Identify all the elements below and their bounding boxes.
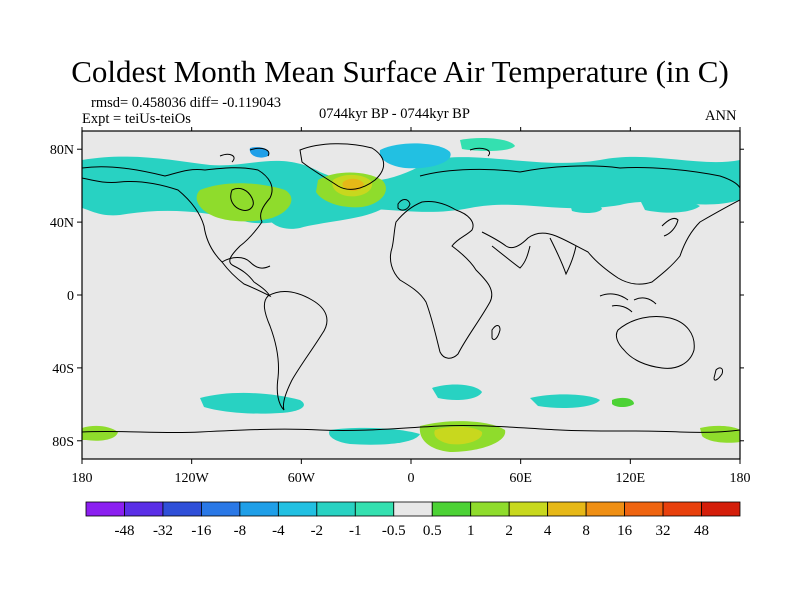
x-tick-label: 180: [730, 471, 751, 486]
colorbar-swatch: [508, 501, 549, 517]
colorbar-label: 48: [694, 523, 709, 539]
antarctica-warm-west: [82, 425, 118, 441]
colorbar-label: -0.5: [382, 523, 406, 539]
arctic-spot-b: [460, 138, 515, 151]
colorbar-swatch: [662, 501, 702, 517]
colorbar-swatch: [470, 501, 510, 517]
antarctica-warm-core: [434, 426, 483, 445]
greenland-sea-cool: [379, 143, 451, 169]
colorbar-label: 0.5: [423, 523, 442, 539]
colorbar-swatch: [124, 501, 164, 517]
colorbar-label: 4: [544, 523, 552, 539]
arctic-islands: [219, 147, 490, 163]
coastlines: [82, 143, 740, 434]
arabia-coast: [491, 245, 531, 269]
colorbar-swatch: [431, 501, 472, 517]
eurasia-coast: [419, 165, 740, 285]
colorbar-label: -1: [349, 523, 362, 539]
colorbar-swatch: [85, 501, 125, 517]
india-coast: [549, 237, 577, 276]
colorbar-swatch: [624, 501, 664, 517]
hudson-bay: [230, 187, 254, 211]
colorbar-swatch: [393, 501, 433, 517]
colorbar-swatch: [354, 501, 395, 517]
plot-title: Coldest Month Mean Surface Air Temperatu…: [71, 54, 729, 89]
colorbar-label: 16: [617, 523, 633, 539]
new-zealand-coast: [713, 367, 723, 381]
colorbar-swatch: [585, 501, 625, 517]
colorbar-label: -4: [272, 523, 285, 539]
y-tick-label: 80S: [52, 435, 74, 450]
y-tick-label: 80N: [50, 143, 74, 158]
europe-africa-coast: [389, 201, 493, 359]
arctic-spot-a: [249, 147, 269, 158]
x-tick-label: 120W: [175, 471, 210, 486]
colorbar-label: -48: [114, 523, 134, 539]
colorbar-swatch: [201, 501, 241, 517]
colorbar-swatch: [316, 501, 356, 517]
colorbar-swatch: [162, 501, 202, 517]
iceland-hot-core: [342, 178, 364, 191]
madagascar-coast: [491, 325, 501, 341]
y-tick-label: 0: [67, 289, 74, 304]
period-label: 0744kyr BP - 0744kyr BP: [319, 106, 470, 122]
antarctica-warm-far-east: [700, 425, 740, 443]
antarctica-cool-band: [329, 427, 420, 445]
x-tick-label: 60E: [509, 471, 532, 486]
anomaly-field: [82, 138, 740, 452]
stats-label: rmsd= 0.458036 diff= -0.119043: [91, 95, 281, 111]
colorbar-swatch: [239, 501, 279, 517]
colorbar-label: 8: [582, 523, 590, 539]
x-tick-label: 120E: [616, 471, 646, 486]
colorbar-label: -16: [191, 523, 211, 539]
x-tick-label: 0: [408, 471, 415, 486]
x-tick-label: 180: [72, 471, 93, 486]
colorbar-label: -2: [311, 523, 324, 539]
pacific-cool-spot: [640, 198, 700, 213]
southern-ocean-cool-mid: [432, 384, 482, 400]
uk-coast: [397, 199, 411, 211]
north-america-coast: [82, 166, 273, 298]
antarctica-coast: [82, 424, 740, 434]
x-tick-label: 60W: [288, 471, 316, 486]
south-america-coast: [263, 291, 328, 411]
gulf-coast: [221, 257, 271, 269]
colorbar: -48 -32 -16 -8 -4 -2 -1 -0.5 0.5 1 2 4 8 16 32 48: [85, 501, 741, 539]
colorbar-label: 2: [505, 523, 513, 539]
colorbar-label: 32: [656, 523, 671, 539]
greenland-coast: [299, 143, 385, 190]
southern-ocean-warm-spot: [612, 397, 634, 407]
colorbar-swatch: [701, 501, 741, 517]
colorbar-label: -8: [234, 523, 247, 539]
y-tick-label: 40N: [50, 216, 74, 231]
canada-warm: [196, 183, 292, 222]
se-asia-islands: [599, 293, 657, 313]
colorbar-swatch: [547, 501, 587, 517]
colorbar-label: -32: [153, 523, 173, 539]
southern-ocean-cool-east: [530, 394, 600, 408]
australia-coast: [615, 316, 695, 369]
y-tick-label: 40S: [52, 362, 74, 377]
japan-coast: [661, 217, 679, 237]
colorbar-label: 1: [467, 523, 475, 539]
season-label: ANN: [705, 108, 737, 124]
map-axes: 180 120W 60W 0 60E 120E 180 80N 40N 0 40S 80S: [50, 127, 751, 486]
asia-cool-spot: [570, 202, 602, 214]
experiment-label: Expt = teiUs-teiOs: [82, 111, 191, 127]
colorbar-swatch: [277, 501, 318, 517]
